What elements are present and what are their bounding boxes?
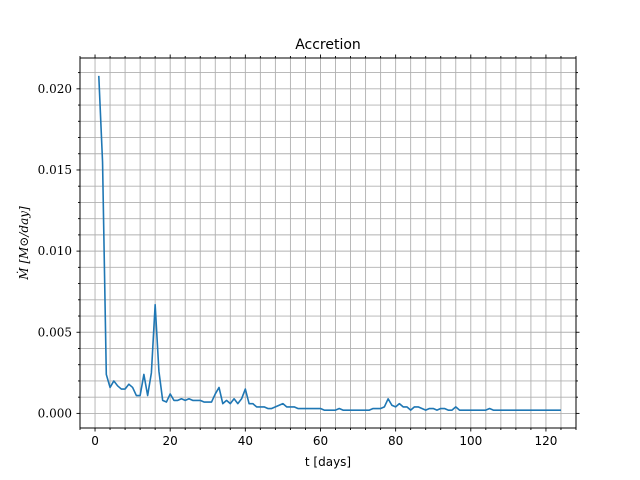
y-tick-label: 0.015 bbox=[38, 163, 72, 177]
x-tick-label: 120 bbox=[534, 434, 557, 448]
x-axis-label: t [days] bbox=[305, 455, 351, 469]
x-tick-label: 100 bbox=[459, 434, 482, 448]
axis-ticks bbox=[76, 54, 580, 432]
x-tick-label: 0 bbox=[91, 434, 99, 448]
grid bbox=[79, 58, 577, 428]
x-tick-labels: 0 20 40 60 80 100 120 bbox=[91, 434, 557, 448]
x-tick-label: 60 bbox=[313, 434, 328, 448]
y-tick-label: 0.005 bbox=[38, 325, 72, 339]
x-tick-label: 80 bbox=[388, 434, 403, 448]
y-tick-label: 0.010 bbox=[38, 244, 72, 258]
x-tick-label: 40 bbox=[238, 434, 253, 448]
series-line bbox=[97, 75, 561, 411]
y-tick-label: 0.000 bbox=[38, 406, 72, 420]
y-tick-labels: 0.000 0.005 0.010 0.015 0.020 bbox=[38, 82, 72, 421]
y-tick-label: 0.020 bbox=[38, 82, 72, 96]
plot-frame bbox=[79, 57, 577, 429]
y-axis-label: Ṁ [M⊙/day] bbox=[16, 206, 31, 281]
chart-title: Accretion bbox=[295, 37, 361, 53]
x-tick-label: 20 bbox=[163, 434, 178, 448]
